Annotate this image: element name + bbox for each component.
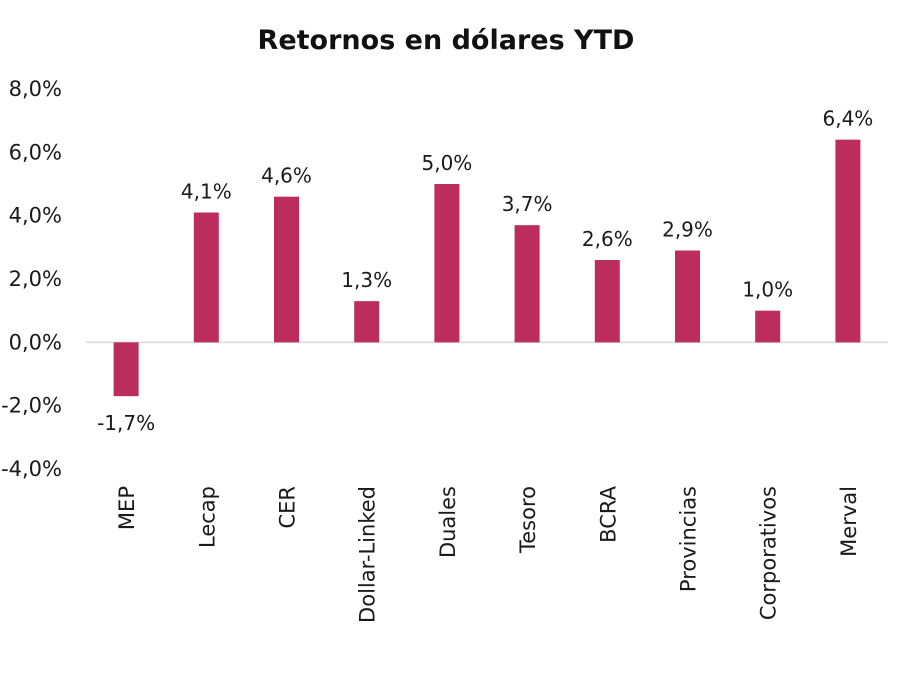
- x-tick-label: Merval: [837, 486, 861, 557]
- x-tick-label: Tesoro: [516, 486, 540, 554]
- data-label: 2,9%: [662, 218, 713, 242]
- x-tick-label: BCRA: [596, 485, 620, 542]
- y-tick-label: -2,0%: [1, 394, 62, 418]
- data-label: 6,4%: [822, 107, 873, 131]
- bar: [354, 301, 380, 343]
- y-tick-label: 6,0%: [9, 140, 62, 164]
- data-label: 5,0%: [421, 151, 472, 175]
- data-label: -1,7%: [97, 411, 155, 435]
- bar: [835, 139, 861, 343]
- bars-group: [113, 139, 861, 397]
- y-tick-label: 2,0%: [9, 267, 62, 291]
- data-label: 1,0%: [742, 278, 793, 302]
- data-label: 1,3%: [341, 268, 392, 292]
- y-tick-label: 8,0%: [9, 77, 62, 101]
- x-tick-label: CER: [276, 486, 300, 529]
- x-tick-label: Corporativos: [757, 486, 781, 620]
- y-tick-label: 4,0%: [9, 204, 62, 228]
- data-label: 4,1%: [181, 180, 232, 204]
- bar: [594, 260, 620, 343]
- x-axis-ticks: MEP Lecap CER Dollar-Linked Duales Tesoro BCRA…: [115, 485, 861, 623]
- chart-title: Retornos en dólares YTD: [258, 25, 635, 56]
- bar: [193, 212, 219, 343]
- bar: [274, 196, 299, 343]
- bar: [675, 250, 700, 343]
- x-tick-label: Duales: [436, 486, 460, 558]
- x-tick-label: Lecap: [195, 486, 219, 548]
- y-tick-label: 0,0%: [9, 330, 62, 354]
- x-tick-label: Provincias: [677, 486, 701, 592]
- y-axis-ticks: 8,0% 6,0% 4,0% 2,0% 0,0% -2,0% -4,0%: [1, 77, 62, 481]
- bar: [755, 310, 781, 343]
- data-label: 4,6%: [261, 164, 312, 188]
- data-labels-group: -1,7% 4,1% 4,6% 1,3% 5,0% 3,7% 2,6% 2,9% 1,0% 6,4…: [97, 107, 873, 435]
- bar: [434, 184, 460, 343]
- bar: [113, 342, 139, 397]
- x-tick-label: Dollar-Linked: [356, 486, 380, 623]
- x-tick-label: MEP: [115, 486, 139, 530]
- bar: [514, 225, 540, 343]
- data-label: 3,7%: [502, 192, 553, 216]
- y-tick-label: -4,0%: [1, 457, 62, 481]
- data-label: 2,6%: [582, 227, 633, 251]
